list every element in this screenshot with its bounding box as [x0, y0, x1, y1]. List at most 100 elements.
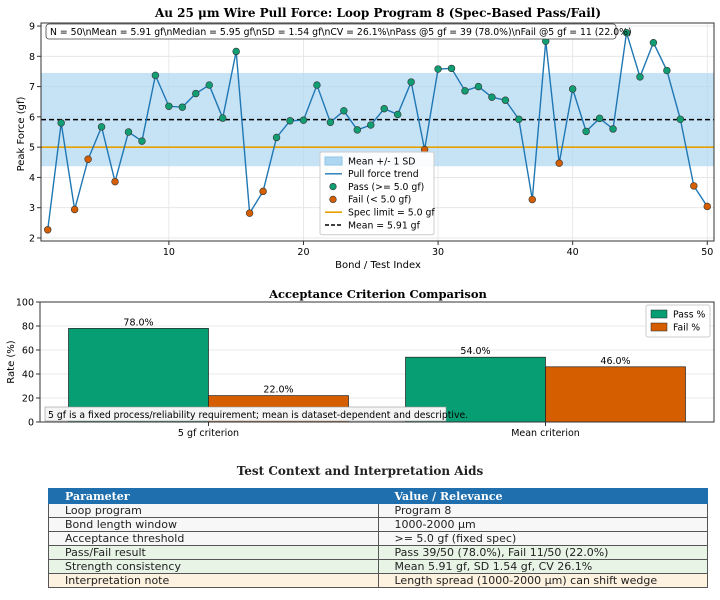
fail-point	[84, 155, 92, 163]
fail-point	[528, 195, 536, 204]
table-cell-value: Pass 39/50 (78.0%), Fail 11/50 (22.0%)	[377, 545, 708, 560]
bar-value-label: 54.0%	[460, 346, 490, 357]
pass-point	[286, 117, 294, 125]
table-row: Loop program Program 8	[48, 503, 708, 518]
legend-swatch	[650, 309, 668, 319]
fail-point	[245, 209, 254, 217]
table-cell-parameter: Loop program	[48, 503, 379, 518]
y-tick-label: 60	[22, 346, 34, 357]
bar-value-label: 46.0%	[600, 356, 630, 367]
fail-point	[111, 177, 119, 186]
bar-value-label: 78.0%	[123, 317, 153, 328]
table-cell-value: Length spread (1000-2000 μm) can shift w…	[377, 573, 708, 588]
x-tick-label: 20	[297, 247, 309, 258]
pass-point	[367, 121, 375, 129]
pass-point	[474, 82, 483, 91]
pass-point	[663, 66, 671, 75]
table-row: Pass/Fail result Pass 39/50 (78.0%), Fai…	[48, 545, 708, 560]
table-row: Interpretation note Length spread (1000-…	[48, 573, 708, 588]
y-tick-label: 3	[29, 203, 35, 214]
pass-point	[380, 104, 388, 113]
fail-point	[690, 182, 698, 190]
criterion-annotation-text: 5 gf is a fixed process/reliability requ…	[48, 410, 468, 421]
legend-label: Pass %	[673, 309, 706, 320]
bar-value-label: 22.0%	[263, 385, 293, 396]
table-cell-parameter: Pass/Fail result	[48, 545, 379, 560]
legend-box	[319, 151, 435, 236]
pass-point	[205, 81, 213, 89]
x-tick-label: 30	[432, 247, 444, 258]
stats-text: N = 50\nMean = 5.91 gf\nMedian = 5.95 gf…	[50, 27, 632, 38]
legend-swatch	[650, 322, 668, 332]
pass-point	[393, 110, 402, 119]
criterion-annotation: 5 gf is a fixed process/reliability requ…	[44, 406, 468, 422]
pass-point	[138, 137, 146, 145]
pass-point	[165, 102, 173, 110]
x-tick-label: 50	[701, 247, 713, 258]
y-tick-label: 80	[22, 322, 34, 333]
y-tick-label: 5	[29, 143, 35, 154]
legend-label: Fail (< 5.0 gf)	[348, 195, 411, 206]
pass-point	[649, 38, 658, 47]
pass-point	[299, 116, 308, 124]
y-tick-label: 7	[29, 82, 35, 93]
chart1-frame	[40, 22, 715, 242]
stats-box: N = 50\nMean = 5.91 gf\nMedian = 5.95 gf…	[45, 23, 632, 40]
table-row: Strength consistency Mean 5.91 gf, SD 1.…	[48, 559, 708, 574]
legend-label: Fail %	[673, 322, 700, 333]
chart2-bars: 78.0% 22.0% 54.0% 46.0%	[68, 317, 686, 423]
table-cell-parameter: Interpretation note	[48, 573, 379, 588]
table-cell-value: 1000-2000 μm	[377, 517, 708, 532]
pass-point	[124, 128, 133, 136]
bar-pass	[68, 328, 209, 423]
table-cell-value: >= 5.0 gf (fixed spec)	[377, 531, 708, 546]
chart2-ticks: 0 20 40 60 80 100 5 gf criterion Mean criterion	[16, 298, 580, 440]
y-tick-label: 9	[29, 22, 35, 33]
fail-point	[555, 159, 563, 167]
chart2-legend: Pass % Fail %	[645, 304, 711, 338]
fail-point	[703, 202, 711, 211]
chart2-frame	[39, 301, 715, 423]
pass-point	[57, 119, 65, 127]
table-cell-parameter: Bond length window	[48, 517, 379, 532]
acceptance-chart: Acceptance Criterion Comparison 78.0% 22.…	[6, 287, 715, 440]
legend-swatch	[329, 195, 337, 203]
legend-label: Pass (>= 5.0 gf)	[348, 182, 424, 193]
context-table-grid: Parameter Value / Relevance Loop program…	[48, 488, 708, 588]
chart2-ylabel: Rate (%)	[6, 340, 17, 384]
pass-point	[407, 78, 415, 86]
table-cell-parameter: Strength consistency	[48, 559, 379, 574]
legend-label: Mean +/- 1 SD	[348, 156, 415, 167]
y-tick-label: 100	[16, 298, 34, 309]
pass-point	[568, 85, 577, 93]
table-cell-value: Program 8	[377, 503, 708, 518]
pass-point	[219, 114, 227, 122]
x-tick-label: 5 gf criterion	[178, 428, 239, 439]
y-tick-label: 40	[22, 370, 34, 381]
pass-point	[488, 93, 496, 101]
chart1-xlabel: Bond / Test Index	[335, 260, 421, 271]
pass-point	[192, 89, 200, 98]
fail-point	[259, 187, 267, 196]
pass-point	[622, 28, 631, 37]
table-cell-parameter: Acceptance threshold	[48, 531, 379, 546]
pass-point	[326, 118, 335, 127]
y-tick-label: 0	[28, 418, 34, 429]
pass-point	[434, 65, 442, 73]
pass-point	[447, 64, 456, 73]
chart1-title: Au 25 μm Wire Pull Force: Loop Program 8…	[154, 6, 601, 20]
pass-point	[582, 127, 590, 136]
context-table: Parameter Value / Relevance Loop program…	[48, 488, 708, 588]
pass-point	[609, 125, 617, 133]
pass-point	[272, 133, 281, 142]
y-tick-label: 20	[22, 394, 34, 405]
table-header-parameter: Parameter	[48, 488, 379, 504]
y-tick-label: 2	[29, 233, 35, 244]
x-tick-label: Mean criterion	[511, 428, 580, 439]
table-row: Acceptance threshold >= 5.0 gf (fixed sp…	[48, 531, 708, 546]
y-tick-label: 6	[29, 112, 35, 123]
chart2-title: Acceptance Criterion Comparison	[268, 287, 487, 301]
x-tick-label: 40	[567, 247, 579, 258]
pass-point	[595, 114, 604, 123]
legend-swatch	[329, 183, 337, 191]
